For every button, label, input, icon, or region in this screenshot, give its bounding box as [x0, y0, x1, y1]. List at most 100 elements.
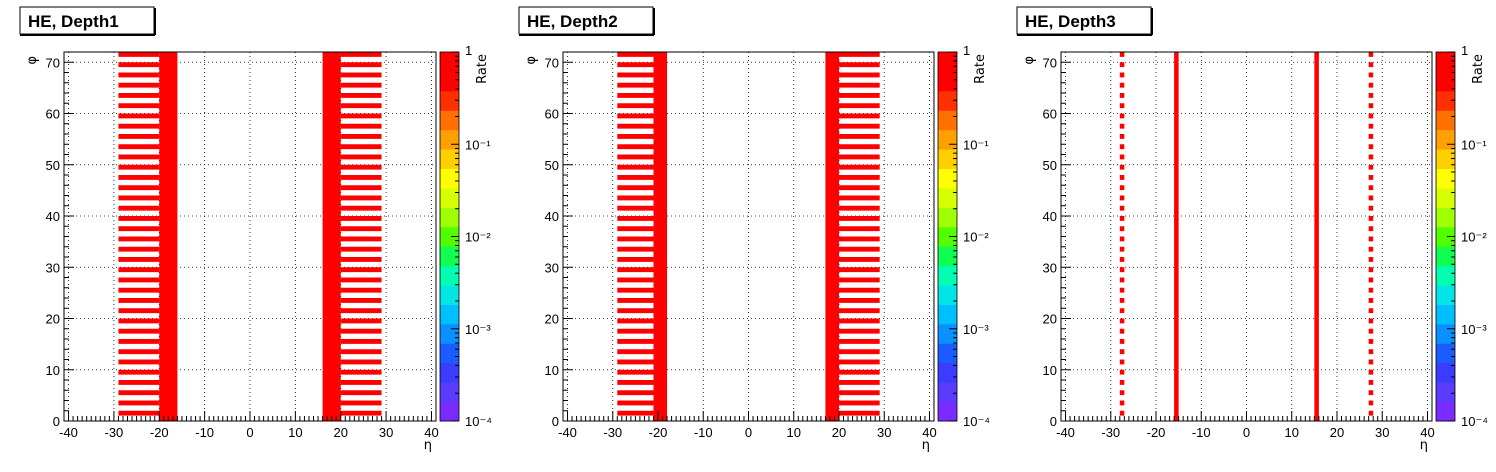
x-axis: -40 -30 -20 -10 0 10 20 30 40η — [1056, 411, 1435, 453]
x-tick-label: 0 — [1243, 425, 1250, 440]
x-tick-label: 30 — [877, 425, 891, 440]
heatmap-cell-stripe — [1368, 339, 1374, 344]
color-scale-bin — [938, 207, 957, 228]
heatmap-cell-stripe — [617, 175, 654, 180]
heatmap-cell-stripe — [617, 400, 654, 406]
color-scale-bin — [440, 149, 459, 170]
heatmap-cell-stripe — [118, 308, 160, 314]
chart-panel-3: HE, Depth3-40 -30 -20 -10 0 10 20 30 40η01020304… — [1016, 6, 1488, 453]
title-box — [19, 6, 155, 35]
x-tick-label: 20 — [832, 425, 846, 440]
heatmap-cell-stripe — [838, 93, 880, 98]
heatmap-cell-stripe — [1119, 287, 1125, 293]
heatmap-cell-stripe — [838, 328, 880, 334]
z-axis-label: Rate — [1471, 54, 1486, 84]
heatmap-cell-stripe — [340, 390, 382, 396]
heatmap-cell-solid — [1314, 52, 1319, 421]
heatmap-cell-stripe — [118, 359, 160, 365]
color-scale-bin — [938, 343, 957, 364]
color-scale-bin — [1436, 401, 1455, 422]
heatmap-cell-stripe — [617, 226, 654, 232]
heatmap-cell-stripe — [617, 164, 654, 170]
heatmap-cell-stripe — [340, 410, 382, 416]
y-tick-label: 40 — [545, 209, 559, 224]
heatmap-cell-stripe — [617, 410, 654, 416]
x-tick-label: -20 — [1147, 425, 1166, 440]
heatmap-cell-stripe — [617, 318, 654, 324]
heatmap-cell-stripe — [838, 82, 880, 88]
y-tick-label: 10 — [46, 363, 60, 378]
heatmap-cell-stripe — [838, 277, 880, 283]
heatmap-cell-stripe — [838, 349, 880, 355]
heatmap-cell-stripe — [340, 318, 382, 324]
heatmap-cell-stripe — [838, 380, 880, 385]
heatmap-cell-stripe — [838, 195, 880, 201]
color-scale-bin — [938, 323, 957, 344]
heatmap-cell-stripe — [118, 62, 160, 68]
heatmap-cell-stripe — [617, 267, 654, 273]
y-tick-label: 50 — [545, 158, 559, 173]
z-tick-label: 10⁻⁴ — [1461, 414, 1488, 429]
color-scale-bin — [440, 323, 459, 344]
heatmap-cell-stripe — [1119, 318, 1125, 324]
heatmap-cell-stripe — [1119, 349, 1125, 355]
heatmap-cell-stripe — [340, 359, 382, 365]
heatmap-cell-stripe — [1368, 318, 1374, 324]
y-tick-label: 10 — [545, 363, 559, 378]
heatmap-cell-stripe — [340, 164, 382, 170]
heatmap-cell-stripe — [118, 298, 160, 303]
heatmap-cell-stripe — [118, 246, 160, 252]
color-scale-bin — [440, 226, 459, 247]
heatmap-cell-stripe — [1368, 328, 1374, 334]
heatmap-cell-stripe — [340, 287, 382, 293]
heatmap-cell-stripe — [340, 298, 382, 303]
chart-title-text: HE, Depth3 — [1025, 12, 1116, 31]
heatmap-cell-stripe — [118, 287, 160, 293]
heatmap-cell-stripe — [617, 52, 654, 57]
heatmap-cell-stripe — [617, 185, 654, 191]
heatmap-cell-stripe — [1119, 134, 1125, 139]
heatmap-cell-stripe — [1368, 175, 1374, 180]
title-box — [1016, 6, 1152, 35]
heatmap-cell-stripe — [1368, 359, 1374, 365]
x-tick-label: 30 — [1375, 425, 1389, 440]
y-tick-label: 50 — [1043, 158, 1057, 173]
color-scale-bin — [1436, 362, 1455, 383]
x-tick-label: -10 — [694, 425, 713, 440]
heatmap-cell-stripe — [340, 216, 382, 221]
z-tick-label: 10⁻¹ — [963, 137, 989, 152]
heatmap-cell-stripe — [838, 164, 880, 170]
color-scale-bin — [938, 187, 957, 208]
color-scale-bin — [938, 265, 957, 286]
heatmap-cell-stripe — [118, 195, 160, 201]
heatmap-cell-stripe — [340, 369, 382, 375]
heatmap-cell-stripe — [1368, 298, 1374, 303]
color-scale-bin — [1436, 285, 1455, 305]
y-tick-label: 70 — [545, 55, 559, 70]
x-axis-label: η — [922, 438, 930, 453]
heatmap-cell-stripe — [118, 113, 160, 119]
color-scale-bin — [1436, 110, 1455, 131]
chart-title-text: HE, Depth2 — [527, 12, 618, 31]
color-scale-bin — [938, 52, 957, 72]
heatmap-cell-stripe — [340, 185, 382, 191]
heatmap-cell-stripe — [617, 380, 654, 385]
z-tick-label: 10⁻² — [1461, 230, 1487, 245]
heatmap-cell-stripe — [617, 154, 654, 160]
y-tick-label: 70 — [46, 55, 60, 70]
heatmap-cell-solid — [322, 52, 341, 421]
chart-title: HE, Depth2 — [518, 6, 655, 36]
color-scale-bin — [1436, 187, 1455, 208]
heatmap-cell-stripe — [118, 226, 160, 232]
z-tick-label: 10⁻⁴ — [963, 414, 990, 429]
heatmap-cell-stripe — [340, 52, 382, 57]
color-scale-bin — [938, 168, 957, 189]
color-scale-bin — [1436, 149, 1455, 170]
heatmap-cell-stripe — [340, 195, 382, 201]
heatmap-cell-stripe — [1368, 185, 1374, 191]
heatmap-cell-stripe — [340, 236, 382, 242]
heatmap-cell-stripe — [118, 82, 160, 88]
heatmap-cell-stripe — [1368, 205, 1374, 211]
y-tick-label: 40 — [46, 209, 60, 224]
